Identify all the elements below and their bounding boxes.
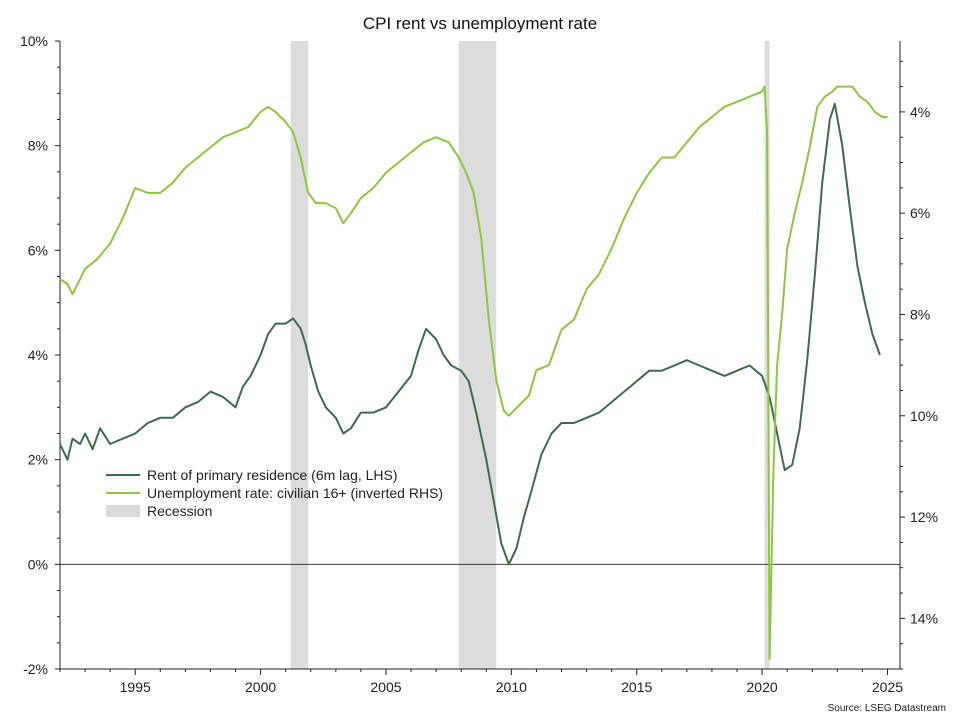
source-note: Source: LSEG Datastream (827, 703, 946, 714)
x-tick-label: 2015 (621, 679, 652, 695)
series-lines (59, 85, 888, 660)
recession-band-2 (764, 41, 770, 669)
x-tick-label: 2005 (370, 679, 401, 695)
right-tick-label: 4% (910, 104, 930, 120)
legend-swatch-rent (106, 474, 140, 476)
legend-item-recession: Recession (106, 502, 443, 520)
recession-band-1 (458, 41, 497, 669)
left-tick-label: 10% (20, 33, 48, 49)
right-tick-label: 6% (910, 205, 930, 221)
x-tick-label: 1995 (120, 679, 151, 695)
legend-swatch-recession (106, 505, 140, 517)
chart-title: CPI rent vs unemployment rate (362, 14, 598, 33)
left-tick-label: -2% (23, 661, 48, 677)
axes: 10% 8% 6% 4% 2% 0% -2% 4% 6% 8% 10% 12% 14% 1995 2000 2… (20, 33, 938, 695)
legend-label-recession: Recession (147, 503, 213, 519)
right-tick-label: 12% (910, 509, 938, 525)
recession-bands (290, 41, 770, 669)
legend-item-unemployment: Unemployment rate: civilian 16+ (inverte… (106, 484, 443, 502)
x-tick-label: 2000 (245, 679, 276, 695)
x-tick-label: 2020 (747, 679, 778, 695)
right-tick-label: 14% (910, 610, 938, 626)
legend: Rent of primary residence (6m lag, LHS) … (106, 466, 443, 520)
series-line-rent (59, 102, 881, 566)
legend-item-rent: Rent of primary residence (6m lag, LHS) (106, 466, 443, 484)
x-tick-label: 2025 (872, 679, 903, 695)
series-line-unemployment (59, 85, 888, 660)
recession-band-0 (290, 41, 309, 669)
left-tick-label: 6% (28, 242, 48, 258)
right-tick-label: 8% (910, 306, 930, 322)
left-tick-label: 4% (28, 347, 48, 363)
left-tick-label: 8% (28, 138, 48, 154)
legend-label-unemployment: Unemployment rate: civilian 16+ (inverte… (147, 485, 444, 501)
x-tick-label: 2010 (496, 679, 527, 695)
right-tick-label: 10% (910, 408, 938, 424)
left-tick-label: 2% (28, 452, 48, 468)
legend-swatch-unemployment (106, 492, 140, 494)
legend-label-rent: Rent of primary residence (6m lag, LHS) (147, 467, 398, 483)
left-tick-label: 0% (28, 556, 48, 572)
